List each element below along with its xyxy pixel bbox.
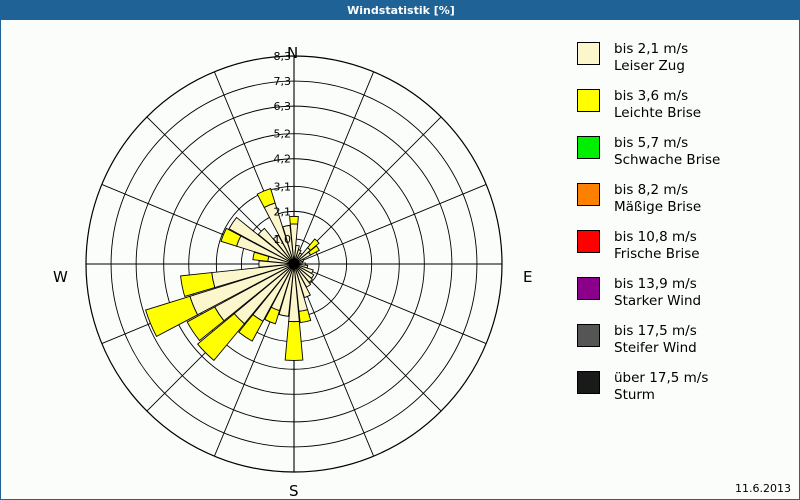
legend-label: bis 10,8 m/s Frische Brise <box>614 229 700 263</box>
radial-tick-label: 7,3 <box>274 75 292 88</box>
legend-speed-label: bis 10,8 m/s <box>614 229 697 245</box>
radial-tick-label: 4,2 <box>274 153 292 166</box>
legend-color-swatch <box>577 183 600 206</box>
legend-label: bis 17,5 m/s Steifer Wind <box>614 323 697 357</box>
radial-tick-label: 8,3 <box>274 50 292 63</box>
legend-color-swatch <box>577 230 600 253</box>
legend-label: bis 3,6 m/s Leichte Brise <box>614 88 701 122</box>
compass-label-west: W <box>53 268 68 286</box>
date-stamp: 11.6.2013 <box>735 482 791 495</box>
legend-name-label: Frische Brise <box>614 246 700 262</box>
legend-speed-label: bis 8,2 m/s <box>614 182 689 198</box>
compass-label-north: N <box>287 44 299 62</box>
legend-name-label: Sturm <box>614 387 655 403</box>
window-title-bar: Windstatistik [%] <box>1 1 800 20</box>
legend-color-swatch <box>577 277 600 300</box>
legend-label: bis 2,1 m/s Leiser Zug <box>614 41 688 75</box>
window-title: Windstatistik [%] <box>347 4 455 17</box>
legend-item[interactable]: bis 17,5 m/s Steifer Wind <box>577 323 697 357</box>
wind-rose-svg: 1,0 2,1 3,1 4,2 5,2 6,3 7,3 8,3 <box>85 50 503 473</box>
legend-name-label: Leiser Zug <box>614 58 685 74</box>
legend-label: bis 8,2 m/s Mäßige Brise <box>614 182 701 216</box>
legend-speed-label: über 17,5 m/s <box>614 370 709 386</box>
legend-speed-label: bis 3,6 m/s <box>614 88 689 104</box>
legend-name-label: Steifer Wind <box>614 340 697 356</box>
legend-item[interactable]: bis 2,1 m/s Leiser Zug <box>577 41 688 75</box>
legend-label: bis 5,7 m/s Schwache Brise <box>614 135 720 169</box>
legend-speed-label: bis 13,9 m/s <box>614 276 697 292</box>
legend-name-label: Schwache Brise <box>614 152 721 168</box>
legend-item[interactable]: bis 8,2 m/s Mäßige Brise <box>577 182 701 216</box>
window-body: 1,0 2,1 3,1 4,2 5,2 6,3 7,3 8,3 N S W E bis 2,1… <box>1 20 799 500</box>
legend-item[interactable]: bis 10,8 m/s Frische Brise <box>577 229 700 263</box>
legend-color-swatch <box>577 42 600 65</box>
legend-speed-label: bis 17,5 m/s <box>614 323 697 339</box>
compass-label-east: E <box>523 268 533 286</box>
legend-speed-label: bis 2,1 m/s <box>614 41 689 57</box>
radial-tick-label: 5,2 <box>274 128 292 141</box>
radial-tick-label: 2,1 <box>274 205 292 218</box>
legend-color-swatch <box>577 324 600 347</box>
radial-tick-label: 6,3 <box>274 100 292 113</box>
legend-name-label: Starker Wind <box>614 293 702 309</box>
radial-tick-label: 1,0 <box>274 233 292 246</box>
radial-tick-label: 3,1 <box>274 180 292 193</box>
legend-item[interactable]: über 17,5 m/s Sturm <box>577 370 708 404</box>
legend-color-swatch <box>577 371 600 394</box>
legend-item[interactable]: bis 13,9 m/s Starker Wind <box>577 276 701 310</box>
legend-item[interactable]: bis 5,7 m/s Schwache Brise <box>577 135 720 169</box>
legend-label: bis 13,9 m/s Starker Wind <box>614 276 701 310</box>
legend-color-swatch <box>577 136 600 159</box>
compass-label-south: S <box>289 482 299 500</box>
legend-name-label: Mäßige Brise <box>614 199 702 215</box>
legend-label: über 17,5 m/s Sturm <box>614 370 708 404</box>
wind-rose-chart: 1,0 2,1 3,1 4,2 5,2 6,3 7,3 8,3 N S W E <box>1 20 567 500</box>
legend-speed-label: bis 5,7 m/s <box>614 135 689 151</box>
legend: bis 2,1 m/s Leiser Zug bis 3,6 m/s Leichte … <box>567 20 799 499</box>
legend-item[interactable]: bis 3,6 m/s Leichte Brise <box>577 88 701 122</box>
legend-color-swatch <box>577 89 600 112</box>
legend-name-label: Leichte Brise <box>614 105 702 121</box>
